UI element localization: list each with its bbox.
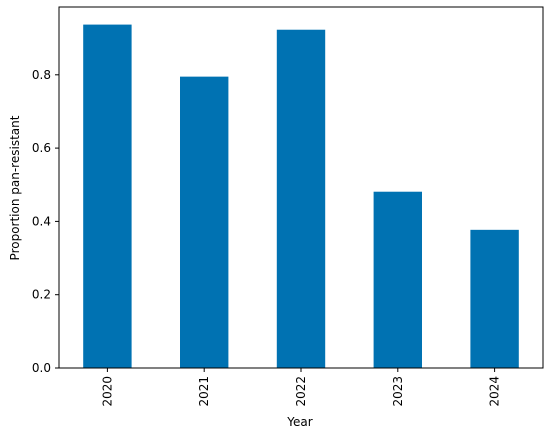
bar — [180, 76, 229, 368]
y-tick-label: 0.2 — [32, 288, 51, 302]
y-tick-label: 0.8 — [32, 68, 51, 82]
x-tick-label: 2020 — [100, 376, 114, 407]
y-tick-label: 0.4 — [32, 214, 51, 228]
x-tick-label: 2024 — [488, 376, 502, 407]
y-tick-label: 0.0 — [32, 361, 51, 375]
y-axis-label: Proportion pan-resistant — [8, 115, 22, 260]
bar — [373, 191, 422, 368]
bar — [276, 29, 326, 369]
bar — [83, 24, 132, 368]
x-axis-label: Year — [286, 415, 312, 429]
plot-frame — [58, 6, 544, 369]
bar — [470, 229, 519, 368]
x-tick-label: 2021 — [197, 376, 211, 407]
x-tick-label: 2022 — [294, 376, 308, 407]
y-tick-label: 0.6 — [32, 141, 51, 155]
x-tick-label: 2023 — [391, 376, 405, 407]
